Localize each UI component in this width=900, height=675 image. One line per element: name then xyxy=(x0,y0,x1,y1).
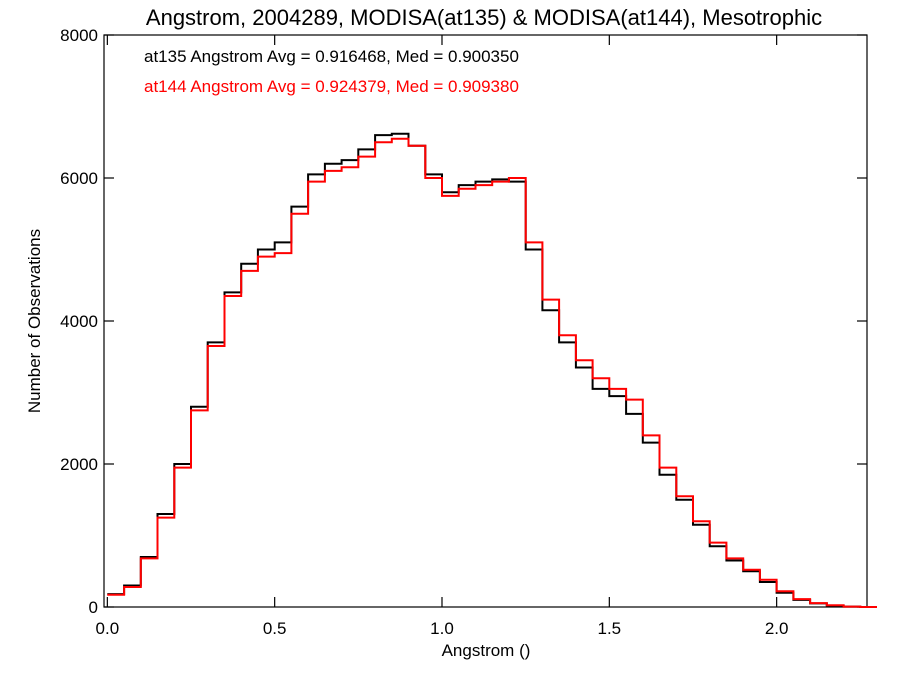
y-tick-label: 4000 xyxy=(60,312,98,331)
x-axis-label: Angstrom () xyxy=(442,641,531,660)
axis-ticks: 0.0 0.5 1.0 1.5 2.0 0 2000 4000 6000 8000 xyxy=(60,26,867,638)
y-tick-label: 6000 xyxy=(60,169,98,188)
y-tick-label: 2000 xyxy=(60,455,98,474)
x-tick-label: 1.5 xyxy=(597,619,621,638)
plot-series xyxy=(107,132,877,608)
x-tick-label: 0.0 xyxy=(96,619,120,638)
series-line-at144 xyxy=(107,137,877,608)
series-line-at135 xyxy=(107,132,877,608)
y-tick-label: 8000 xyxy=(60,26,98,45)
chart-title: Angstrom, 2004289, MODISA(at135) & MODIS… xyxy=(146,5,822,30)
y-axis-label: Number of Observations xyxy=(25,229,44,413)
y-tick-label: 0 xyxy=(89,598,98,617)
plot-frame xyxy=(103,34,868,608)
x-tick-label: 2.0 xyxy=(765,619,789,638)
legend-at144: at144 Angstrom Avg = 0.924379, Med = 0.9… xyxy=(144,77,519,96)
x-tick-label: 1.0 xyxy=(430,619,454,638)
legend-at135: at135 Angstrom Avg = 0.916468, Med = 0.9… xyxy=(144,47,519,66)
x-tick-label: 0.5 xyxy=(263,619,287,638)
